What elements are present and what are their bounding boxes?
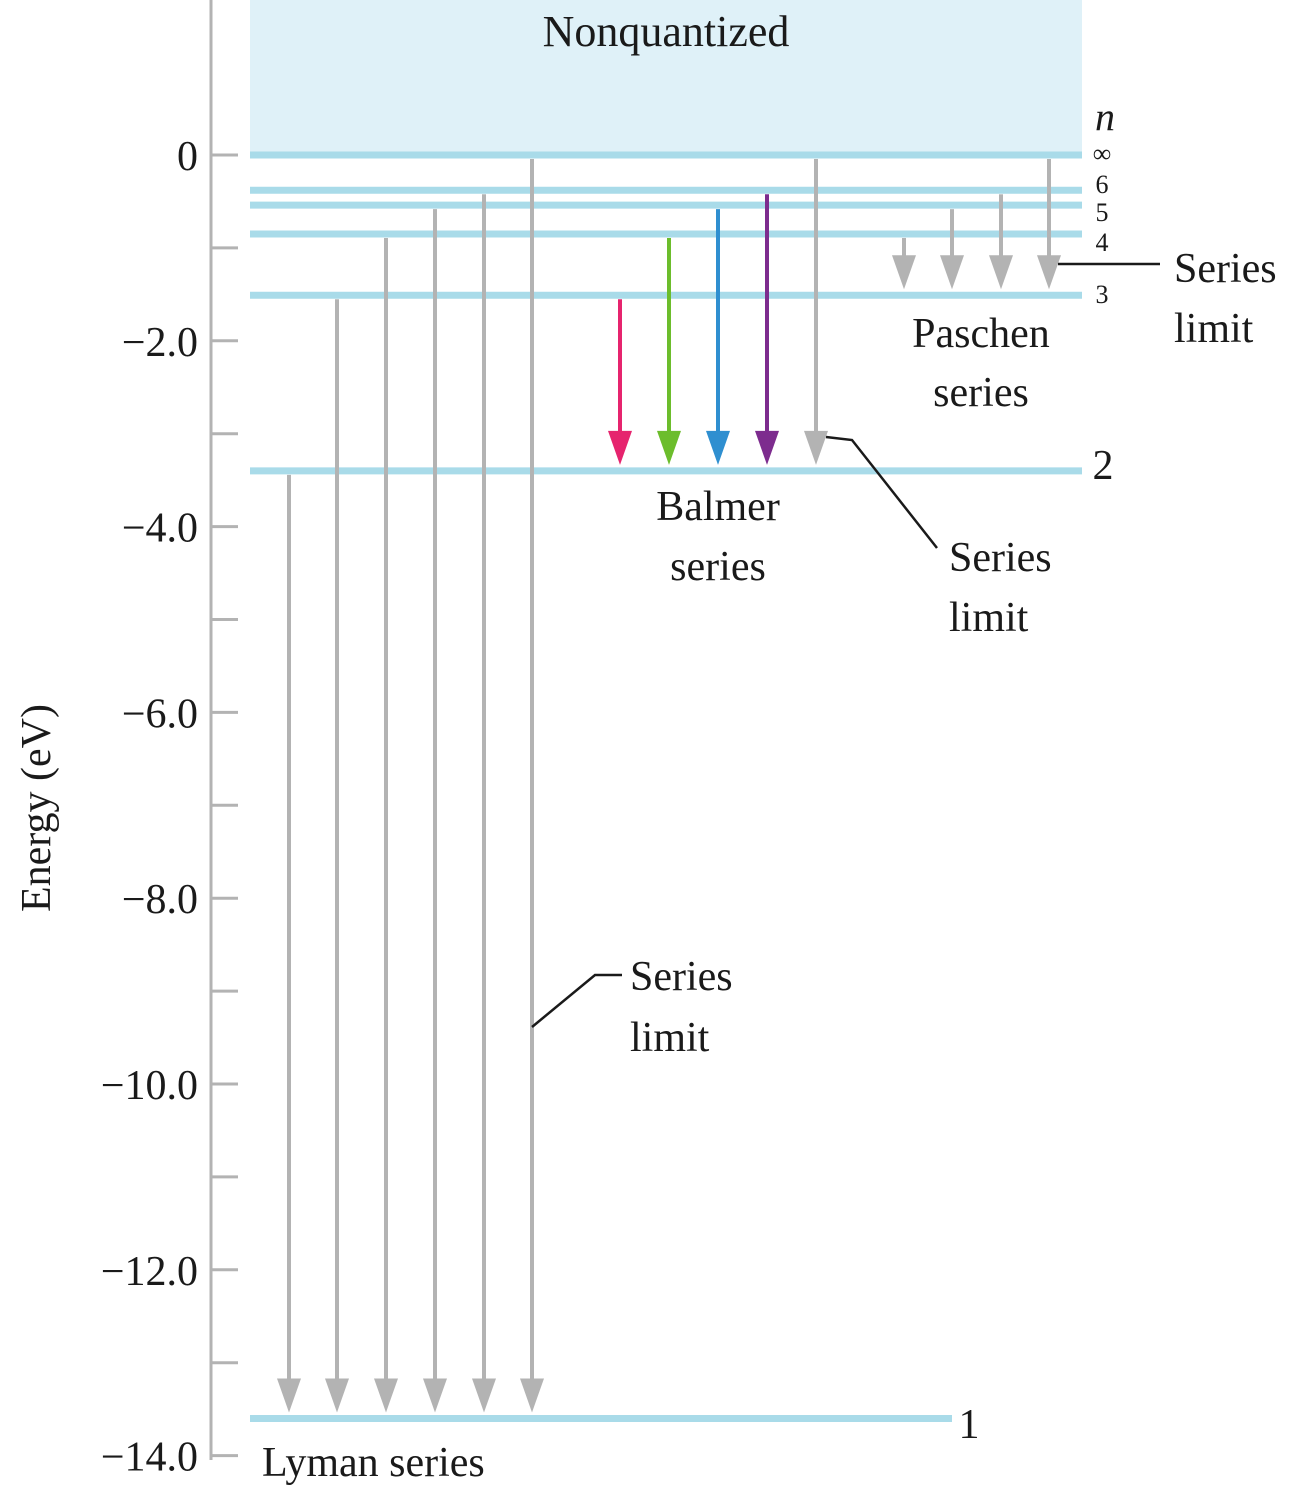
level-label-4: 4 <box>1096 228 1109 257</box>
lyman-arrow <box>374 237 398 1413</box>
nonquantized-label: Nonquantized <box>543 7 790 56</box>
y-tick-label: −12.0 <box>101 1249 198 1295</box>
axis-ticks <box>211 153 238 1458</box>
balmer-series-label-line1: Balmer <box>656 484 780 530</box>
lyman-series-limit-line2: limit <box>630 1015 710 1061</box>
paschen-series-label-line1: Paschen <box>912 311 1050 357</box>
lyman-arrow <box>423 209 447 1413</box>
lyman-arrow <box>472 194 496 1413</box>
balmer-arrow <box>608 299 632 465</box>
balmer-series-limit-leader <box>825 435 938 549</box>
balmer-arrow <box>657 237 681 465</box>
lyman-series-limit-line1: Series <box>630 954 733 1000</box>
paschen-series-limit-line1: Series <box>1174 246 1277 292</box>
y-tick-label: −4.0 <box>122 506 198 552</box>
y-tick-label: −14.0 <box>101 1435 198 1481</box>
y-tick-label: −10.0 <box>101 1063 198 1109</box>
energy-levels <box>250 151 1082 1422</box>
level-label-inf: ∞ <box>1093 139 1112 168</box>
paschen-arrow <box>1037 159 1061 290</box>
y-axis-title: Energy (eV) <box>14 704 60 912</box>
lyman-arrow <box>520 159 544 1413</box>
balmer-series-limit-line1: Series <box>949 535 1052 581</box>
paschen-arrow <box>940 209 964 290</box>
level-label-3: 3 <box>1096 280 1109 309</box>
balmer-arrow <box>706 209 730 465</box>
balmer-arrow <box>804 159 828 465</box>
y-tick-label: −2.0 <box>122 320 198 366</box>
axis-tick-labels: 0 −2.0 −4.0 −6.0 −8.0 −10.0 −12.0 −14.0 <box>101 134 198 1481</box>
level-label-6: 6 <box>1096 170 1109 199</box>
balmer-series-limit-line2: limit <box>949 595 1029 641</box>
level-label-1: 1 <box>959 1402 980 1448</box>
paschen-arrow <box>989 194 1013 290</box>
y-tick-label: −8.0 <box>122 877 198 923</box>
lyman-arrow <box>325 299 349 1413</box>
balmer-series-label-line2: series <box>670 544 766 590</box>
paschen-arrow <box>892 237 916 290</box>
y-tick-label: 0 <box>177 134 198 180</box>
level-label-5: 5 <box>1096 198 1109 227</box>
lyman-series-label: Lyman series <box>262 1440 485 1486</box>
transition-arrows <box>277 159 1061 1413</box>
y-tick-label: −6.0 <box>122 691 198 737</box>
paschen-series-limit-line2: limit <box>1174 306 1254 352</box>
nonquantized-region <box>250 0 1082 155</box>
level-label-2: 2 <box>1093 443 1114 489</box>
lyman-arrow <box>277 474 301 1413</box>
lyman-series-limit-leader <box>531 973 622 1028</box>
balmer-arrow <box>755 194 779 465</box>
paschen-series-label-line2: series <box>933 370 1029 416</box>
n-symbol: n <box>1095 94 1115 139</box>
